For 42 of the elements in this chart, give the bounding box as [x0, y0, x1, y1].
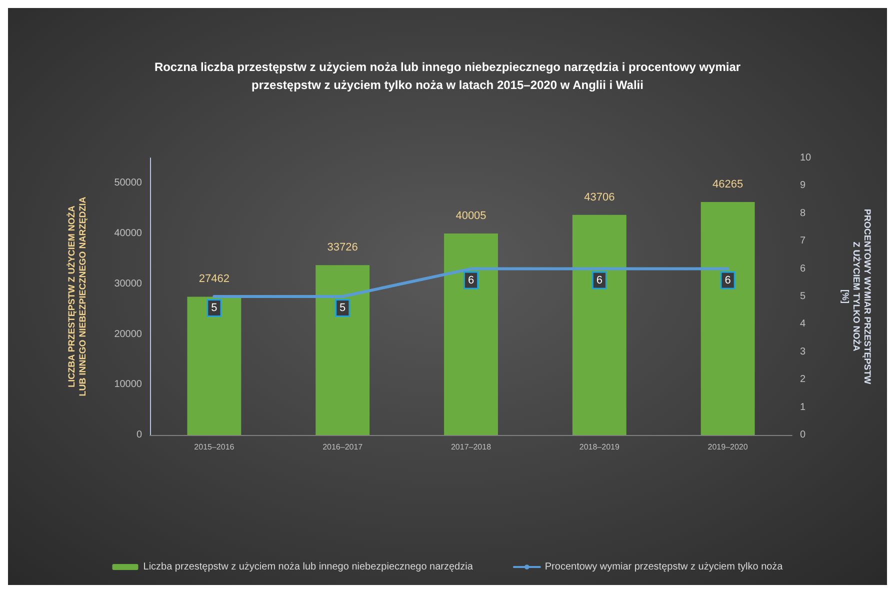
legend-label: Liczba przestępstw z użyciem noża lub innego niebezpiecznego narzędzia: [143, 562, 474, 572]
bar: [444, 234, 498, 435]
data-label: 5: [211, 302, 218, 314]
y2-tick-label: 2: [800, 374, 806, 386]
y2-axis-title: PROCENTOWY WYMIAR PRZESTĘPSTW Z UŻYCIEM TYLKO NOŻA [%]: [840, 208, 872, 385]
y2-tick-label: 0: [800, 430, 806, 440]
x-tick-label: 2019–2020: [708, 442, 748, 452]
x-tick-label: 2015–2016: [194, 442, 235, 452]
y2-tick-label: 6: [800, 263, 806, 274]
bar: [572, 214, 626, 435]
x-tick-label: 2017–2018: [450, 442, 492, 452]
x-tick-label: 2016–2017: [322, 442, 364, 452]
data-label: 5: [340, 302, 346, 314]
y-tick-label: 0: [136, 430, 142, 440]
y2-tick-label: 1: [800, 402, 806, 413]
y-tick-label: 50000: [114, 178, 142, 189]
y-tick-label: 40000: [114, 228, 142, 240]
data-label: 6: [468, 274, 474, 286]
x-tick-label: 2018–2019: [579, 442, 620, 452]
chart-title: Roczna liczba przestępstw z użyciem noża lub innego niebezpiecznego narzędzia i procentowy wymiar przestępstw z użyciem tylko noża w latach 2015–2020 w Anglii i Walii: [154, 60, 741, 92]
y-tick-label: 20000: [114, 328, 142, 340]
data-label: 40005: [456, 210, 486, 222]
data-label: 27462: [198, 273, 230, 286]
data-label: 6: [596, 274, 602, 286]
y-axis-title: LICZBA PRZESTĘPSTW Z UŻYCIEM NOŻA LUB INNEGO NIEBEZPIECZNEGO NARZĘDZIA: [66, 196, 88, 396]
y2-tick-label: 8: [800, 208, 806, 219]
data-label: 43706: [584, 191, 615, 204]
y2-tick-label: 3: [800, 346, 806, 358]
legend-label: Procentowy wymiar przestępstw z użyciem tylko noża: [544, 562, 784, 572]
y-tick-label: 10000: [114, 379, 142, 390]
bar: [700, 202, 755, 435]
y2-tick-label: 9: [800, 180, 806, 192]
bar: [316, 265, 370, 435]
data-label: 6: [724, 274, 731, 286]
y2-tick-label: 5: [800, 291, 806, 302]
y2-tick-label: 4: [800, 318, 806, 330]
y2-tick-label: 10: [800, 152, 812, 164]
data-label: 46265: [712, 178, 744, 190]
data-label: 33726: [327, 242, 358, 254]
bar: [187, 296, 242, 435]
y2-tick-label: 7: [800, 236, 806, 247]
y-tick-label: 30000: [114, 278, 142, 290]
